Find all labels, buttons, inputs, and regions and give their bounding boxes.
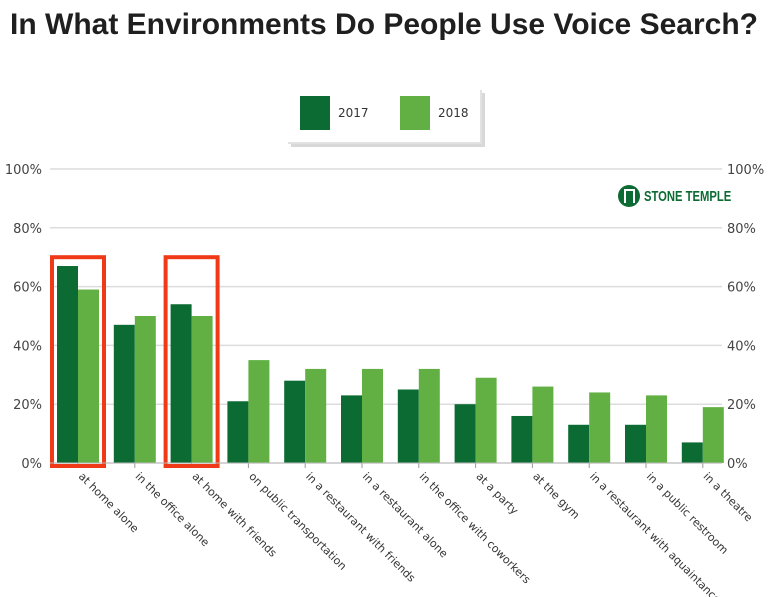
legend-item-2018: 2018 [400, 96, 469, 130]
bar-2018 [646, 395, 667, 463]
bar-2017 [511, 415, 533, 463]
bar-2017 [284, 380, 306, 463]
y-tick-label-right: 100% [727, 163, 764, 178]
y-tick-label-left: 40% [13, 339, 42, 354]
bar-2018 [191, 316, 213, 463]
x-tick-label: at home alone [76, 470, 142, 536]
legend-label: 2017 [338, 106, 369, 120]
x-tick-label: at the gym [530, 470, 582, 522]
bar-2017 [681, 442, 703, 463]
bar-2018 [532, 386, 554, 463]
bar-2017 [57, 266, 78, 463]
bar-2017 [397, 389, 419, 463]
bar-2018 [134, 316, 156, 463]
highlight-box [50, 255, 106, 469]
bar-2018 [248, 360, 270, 463]
bar-2017 [170, 304, 192, 463]
stone-temple-logo: STONE TEMPLE [618, 185, 760, 207]
bar-2018 [475, 377, 497, 463]
bar-2017 [625, 424, 646, 463]
y-tick-label-right: 80% [727, 222, 756, 237]
x-tick-label: in a restaurant with friends [303, 470, 418, 585]
bar-2017 [454, 404, 476, 463]
logo-icon [618, 185, 640, 207]
x-tick-label: in a theatre [701, 470, 756, 525]
legend-swatch [300, 96, 330, 130]
bar-2018 [418, 368, 440, 463]
bar-2018 [305, 368, 327, 463]
y-tick-label-left: 60% [13, 281, 42, 296]
x-tick-label: at a party [473, 470, 521, 518]
legend: 2017 2018 [288, 90, 482, 144]
y-tick-label-right: 60% [727, 281, 756, 296]
x-tick-label: on public transportation [246, 470, 349, 573]
x-tick-label: in the office with coworkers [417, 470, 534, 587]
y-tick-label-left: 0% [21, 457, 42, 472]
bar-2018 [78, 289, 99, 463]
y-tick-label-left: 80% [13, 222, 42, 237]
highlight-box [163, 255, 220, 469]
legend-swatch [400, 96, 430, 130]
y-tick-label-right: 40% [727, 339, 756, 354]
bar-2018 [362, 368, 383, 463]
bar-2018 [589, 392, 611, 463]
y-tick-label-right: 20% [727, 398, 756, 413]
bar-2017 [341, 395, 362, 463]
y-tick-label-left: 100% [5, 163, 42, 178]
chart-title: In What Environments Do People Use Voice… [10, 8, 758, 41]
bar-2017 [227, 401, 249, 463]
legend-item-2017: 2017 [300, 96, 369, 130]
y-tick-label-left: 20% [13, 398, 42, 413]
bar-2017 [113, 324, 135, 463]
bar-2018 [702, 407, 724, 463]
bar-2017 [568, 424, 590, 463]
legend-label: 2018 [438, 106, 469, 120]
y-tick-label-right: 0% [727, 457, 748, 472]
